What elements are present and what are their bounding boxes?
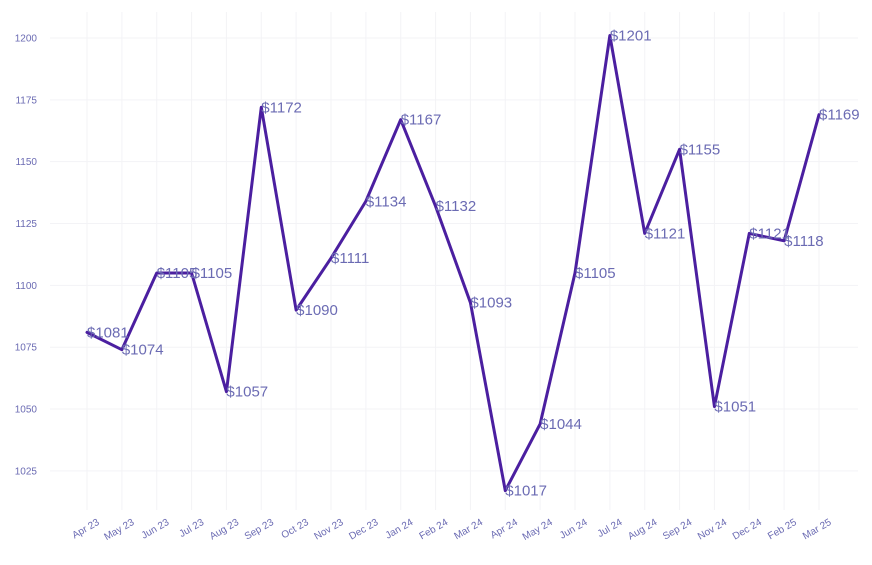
y-tick-label: 1075: [15, 343, 38, 354]
x-tick-label: Aug 23: [208, 517, 241, 543]
data-label: $1105: [575, 265, 616, 282]
data-label: $1074: [122, 342, 164, 359]
data-label: $1105: [157, 265, 198, 282]
data-label: $1111: [331, 250, 369, 267]
data-label: $1172: [261, 99, 302, 116]
data-labels: $1081$1074$1105$1105$1057$1172$1090$1111…: [87, 28, 860, 500]
data-label: $1132: [436, 198, 477, 215]
x-tick-label: Feb 25: [766, 517, 799, 542]
y-axis-ticks: 1025 1050 1075 1100 1125 1150 1175 1200: [15, 34, 38, 478]
y-tick-label: 1175: [15, 95, 37, 106]
data-label: $1121: [749, 225, 790, 242]
data-label: $1155: [680, 141, 721, 158]
data-label: $1090: [296, 302, 338, 319]
data-label: $1118: [784, 233, 824, 250]
x-axis-ticks: Apr 23 May 23 Jun 23 Jul 23 Aug 23 Sep 23 Oct …: [70, 517, 833, 543]
x-tick-label: Nov 24: [696, 517, 729, 543]
x-tick-label: Nov 23: [313, 517, 346, 543]
x-tick-label: Apr 23: [70, 517, 101, 541]
x-tick-label: Jan 24: [384, 517, 416, 542]
x-tick-label: May 23: [102, 517, 136, 543]
x-tick-label: Oct 23: [280, 517, 311, 541]
y-tick-label: 1200: [15, 34, 38, 45]
x-tick-label: Jul 23: [177, 517, 206, 540]
x-tick-label: Dec 24: [731, 517, 764, 543]
x-tick-label: Mar 24: [452, 517, 485, 542]
data-label: $1017: [505, 483, 547, 500]
series-line: [85, 34, 821, 493]
y-tick-label: 1025: [15, 466, 38, 477]
x-tick-label: May 24: [521, 517, 555, 543]
x-tick-label: Feb 24: [418, 517, 451, 542]
data-label: $1057: [226, 384, 268, 401]
data-label: $1093: [470, 295, 512, 312]
x-tick-label: Apr 24: [489, 517, 520, 541]
data-label: $1201: [610, 28, 652, 45]
y-tick-label: 1100: [15, 281, 37, 292]
x-tick-label: Aug 24: [626, 517, 659, 543]
x-tick-label: Sep 24: [661, 517, 694, 543]
y-tick-label: 1150: [15, 157, 37, 168]
data-label: $1105: [192, 265, 233, 282]
data-label: $1167: [401, 112, 442, 129]
x-tick-label: Jun 23: [140, 517, 172, 542]
data-label: $1081: [87, 324, 129, 341]
x-tick-label: Mar 25: [801, 517, 834, 542]
data-label: $1169: [819, 107, 860, 124]
data-label: $1051: [714, 399, 756, 416]
y-tick-label: 1125: [15, 219, 37, 230]
x-tick-label: Sep 23: [243, 517, 276, 543]
data-label: $1044: [540, 416, 582, 433]
data-label: $1134: [366, 193, 407, 210]
grid: [50, 12, 858, 510]
x-tick-label: Jun 24: [558, 517, 590, 542]
data-label: $1121: [645, 225, 686, 242]
x-tick-label: Dec 23: [347, 517, 380, 543]
y-tick-label: 1050: [15, 405, 38, 416]
x-tick-label: Jul 24: [596, 517, 625, 540]
